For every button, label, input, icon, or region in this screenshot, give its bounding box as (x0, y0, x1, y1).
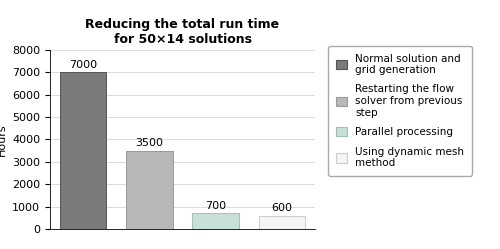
Bar (126, 151, 172, 229)
Legend: Normal solution and
grid generation, Restarting the flow
solver from previous
st: Normal solution and grid generation, Res… (328, 46, 472, 176)
Text: 3500: 3500 (136, 138, 164, 148)
Y-axis label: Hours: Hours (0, 123, 6, 156)
Bar (258, 216, 305, 229)
Text: 700: 700 (205, 201, 226, 211)
Text: 600: 600 (272, 203, 292, 213)
Bar (192, 213, 239, 229)
Bar (60, 72, 106, 229)
Text: 7000: 7000 (69, 60, 97, 70)
Title: Reducing the total run time
for 50×14 solutions: Reducing the total run time for 50×14 so… (86, 18, 280, 46)
